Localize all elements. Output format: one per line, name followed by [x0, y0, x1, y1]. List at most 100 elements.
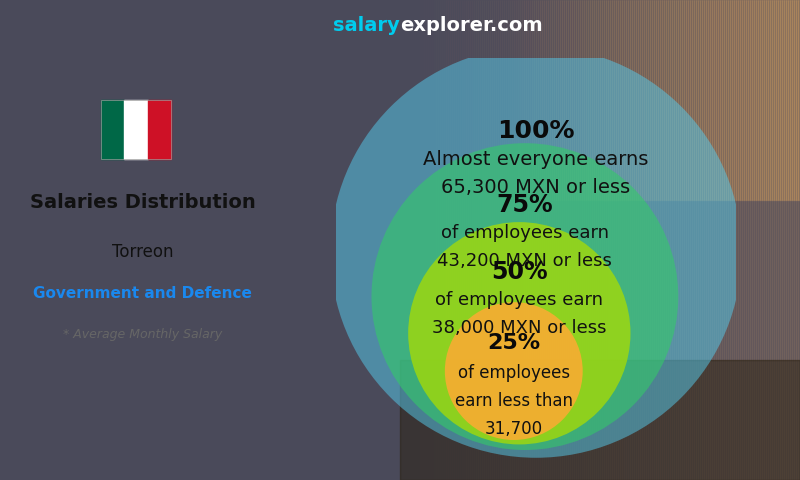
- Bar: [440, 0, 442, 480]
- Bar: [408, 0, 410, 480]
- Bar: [664, 0, 666, 480]
- Bar: [792, 0, 794, 480]
- Bar: [678, 0, 680, 200]
- Bar: [788, 0, 790, 200]
- Bar: [544, 0, 546, 200]
- Bar: [638, 0, 640, 200]
- Bar: [786, 0, 788, 480]
- Bar: [676, 0, 678, 200]
- Bar: [772, 0, 774, 480]
- Bar: [558, 0, 560, 200]
- Text: of employees earn: of employees earn: [435, 291, 603, 309]
- Bar: [784, 0, 786, 200]
- Bar: [744, 0, 746, 200]
- Bar: [520, 0, 522, 480]
- Bar: [518, 0, 520, 480]
- Bar: [642, 0, 644, 200]
- Text: 38,000 MXN or less: 38,000 MXN or less: [432, 319, 606, 337]
- Bar: [432, 0, 434, 480]
- Bar: [538, 0, 540, 200]
- Bar: [494, 0, 496, 480]
- Bar: [576, 0, 578, 480]
- Bar: [700, 0, 702, 200]
- Bar: [548, 0, 550, 200]
- Bar: [668, 0, 670, 480]
- Bar: [556, 0, 558, 480]
- Bar: [512, 0, 514, 480]
- Bar: [562, 0, 564, 480]
- Bar: [586, 0, 588, 200]
- Bar: [686, 0, 688, 480]
- Bar: [552, 0, 554, 480]
- Bar: [666, 0, 668, 200]
- Bar: [794, 0, 796, 480]
- Text: 100%: 100%: [498, 119, 574, 143]
- Bar: [558, 0, 560, 480]
- Bar: [640, 0, 642, 200]
- Bar: [518, 0, 520, 200]
- Bar: [716, 0, 718, 480]
- Bar: [740, 0, 742, 480]
- Bar: [470, 0, 472, 480]
- Bar: [740, 0, 742, 200]
- Bar: [722, 0, 724, 200]
- Text: Government and Defence: Government and Defence: [33, 286, 252, 300]
- Bar: [524, 0, 526, 200]
- Bar: [662, 0, 664, 200]
- Bar: [448, 0, 450, 480]
- Bar: [622, 0, 624, 480]
- Bar: [578, 0, 580, 480]
- Bar: [752, 0, 754, 200]
- Bar: [450, 0, 452, 480]
- Circle shape: [371, 143, 678, 450]
- Bar: [780, 0, 782, 480]
- Bar: [790, 0, 792, 480]
- Bar: [628, 0, 630, 200]
- Bar: [468, 0, 470, 480]
- Bar: [530, 0, 532, 200]
- Bar: [474, 0, 476, 480]
- Bar: [736, 0, 738, 200]
- Bar: [730, 0, 732, 480]
- Circle shape: [330, 47, 742, 458]
- Bar: [514, 0, 516, 200]
- Bar: [526, 0, 528, 200]
- Bar: [596, 0, 598, 200]
- Bar: [694, 0, 696, 200]
- Text: Torreon: Torreon: [112, 243, 173, 262]
- Bar: [656, 0, 658, 200]
- Bar: [778, 0, 780, 480]
- Bar: [418, 0, 420, 480]
- Bar: [648, 0, 650, 480]
- Bar: [720, 0, 722, 480]
- Bar: [648, 0, 650, 200]
- Bar: [586, 0, 588, 480]
- Bar: [732, 0, 734, 480]
- Bar: [704, 0, 706, 480]
- Bar: [510, 0, 512, 480]
- Bar: [484, 0, 486, 480]
- Bar: [540, 0, 542, 200]
- Bar: [422, 0, 424, 480]
- Bar: [454, 0, 456, 480]
- Text: of employees: of employees: [458, 364, 570, 383]
- Bar: [506, 0, 508, 200]
- Bar: [712, 0, 714, 480]
- Bar: [562, 0, 564, 200]
- Bar: [402, 0, 404, 480]
- Bar: [536, 0, 538, 200]
- Bar: [616, 0, 618, 200]
- Bar: [762, 0, 764, 200]
- Bar: [782, 0, 784, 200]
- Bar: [574, 0, 576, 200]
- Bar: [554, 0, 556, 200]
- Bar: [660, 0, 662, 200]
- Bar: [630, 0, 632, 200]
- Bar: [798, 0, 800, 480]
- Bar: [580, 0, 582, 200]
- Bar: [670, 0, 672, 200]
- Bar: [678, 0, 680, 480]
- Bar: [430, 0, 432, 480]
- Bar: [788, 0, 790, 480]
- Bar: [756, 0, 758, 200]
